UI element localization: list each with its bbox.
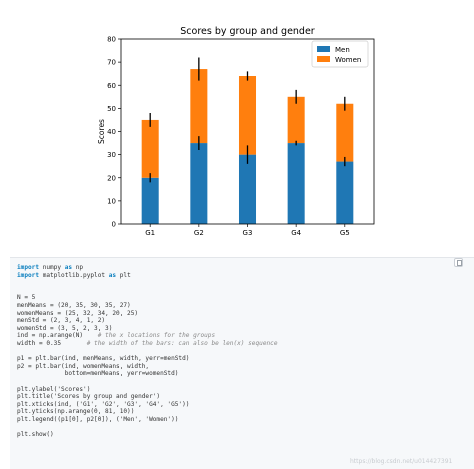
bar-women	[141, 119, 159, 178]
legend-label-men: Men	[335, 46, 350, 54]
code-token: bottom=menMeans, yerr=womenStd)	[17, 370, 179, 378]
code-block: import numpy as np import matplotlib.pyp…	[10, 257, 474, 469]
code-token: plt.yticks(np.arange(0, 81, 10))	[17, 408, 135, 416]
x-tick-label: G3	[243, 229, 253, 237]
y-tick-label: 60	[107, 82, 116, 90]
code-token: import	[17, 264, 43, 271]
code-token: womenMeans = (25, 32, 34, 20, 25)	[17, 309, 139, 317]
x-tick-label: G4	[291, 229, 301, 237]
code-token: plt.title('Scores by group and gender')	[17, 393, 161, 401]
legend-swatch-women	[317, 56, 330, 62]
code-token: womenStd = (3, 5, 2, 3, 3)	[17, 324, 113, 332]
x-tick-label: G1	[145, 229, 155, 237]
copy-code-button[interactable]	[454, 258, 463, 267]
x-tick-label: G2	[194, 229, 204, 237]
y-tick-label: 70	[107, 59, 116, 67]
code-token: p2 = plt.bar(ind, womenMeans, width,	[17, 362, 150, 370]
y-tick-label: 0	[112, 221, 116, 229]
code-token: # the x locations for the groups	[97, 332, 216, 340]
code-text: import numpy as np import matplotlib.pyp…	[17, 264, 278, 439]
code-token: plt.show()	[17, 431, 54, 439]
bar-women	[190, 69, 208, 144]
y-tick-label: 80	[107, 36, 116, 44]
chart-svg: Scores by group and gender Scores 0 10 20 30 4…	[97, 26, 375, 237]
chart-figure: Scores by group and gender Scores 0 10 20 30 4…	[97, 26, 375, 237]
bar-women	[336, 103, 354, 162]
bar-men	[141, 177, 159, 224]
y-axis-label: Scores	[97, 119, 106, 144]
code-token: plt.xticks(ind, ('G1', 'G2', 'G3', 'G4',…	[17, 400, 190, 408]
y-tick-label: 30	[107, 151, 116, 159]
code-token: plt.ylabel('Scores')	[17, 385, 91, 393]
x-tick-label: G5	[340, 229, 350, 237]
code-token: as	[108, 271, 120, 279]
code-token: N = 5	[17, 294, 36, 302]
code-token: menMeans = (20, 35, 30, 35, 27)	[17, 301, 131, 309]
code-token: plt	[119, 271, 131, 279]
y-tick-label: 50	[107, 105, 116, 113]
code-token: plt.legend((p1[0], p2[0]), ('Men', 'Wome…	[17, 415, 179, 423]
y-tick-label: 10	[107, 197, 116, 205]
code-token: menStd = (2, 3, 4, 1, 2)	[17, 317, 106, 325]
watermark-text: https://blog.csdn.net/u014427391	[350, 458, 453, 465]
code-token: numpy	[42, 264, 65, 271]
bar-men	[336, 161, 354, 224]
bar-women	[238, 76, 257, 155]
code-token: p1 = plt.bar(ind, menMeans, width, yerr=…	[17, 355, 190, 363]
code-token: width = 0.35	[17, 339, 87, 347]
code-token: as	[64, 264, 76, 271]
y-tick-label: 40	[107, 128, 116, 136]
plot-frame	[120, 38, 375, 225]
code-token: np	[75, 264, 84, 271]
bar-men	[190, 143, 208, 224]
bar-men	[238, 154, 257, 224]
code-token: ind = np.arange(N)	[17, 332, 98, 340]
legend-swatch-men	[317, 46, 330, 52]
y-tick-label: 20	[107, 174, 116, 182]
code-token: import	[17, 271, 43, 279]
legend-label-women: Women	[335, 56, 361, 64]
chart-title: Scores by group and gender	[180, 26, 315, 37]
bar-men	[287, 143, 305, 224]
code-token: matplotlib.pyplot	[42, 271, 109, 279]
code-token: # the width of the bars: can also be len…	[86, 339, 278, 347]
bar-women	[287, 96, 305, 144]
